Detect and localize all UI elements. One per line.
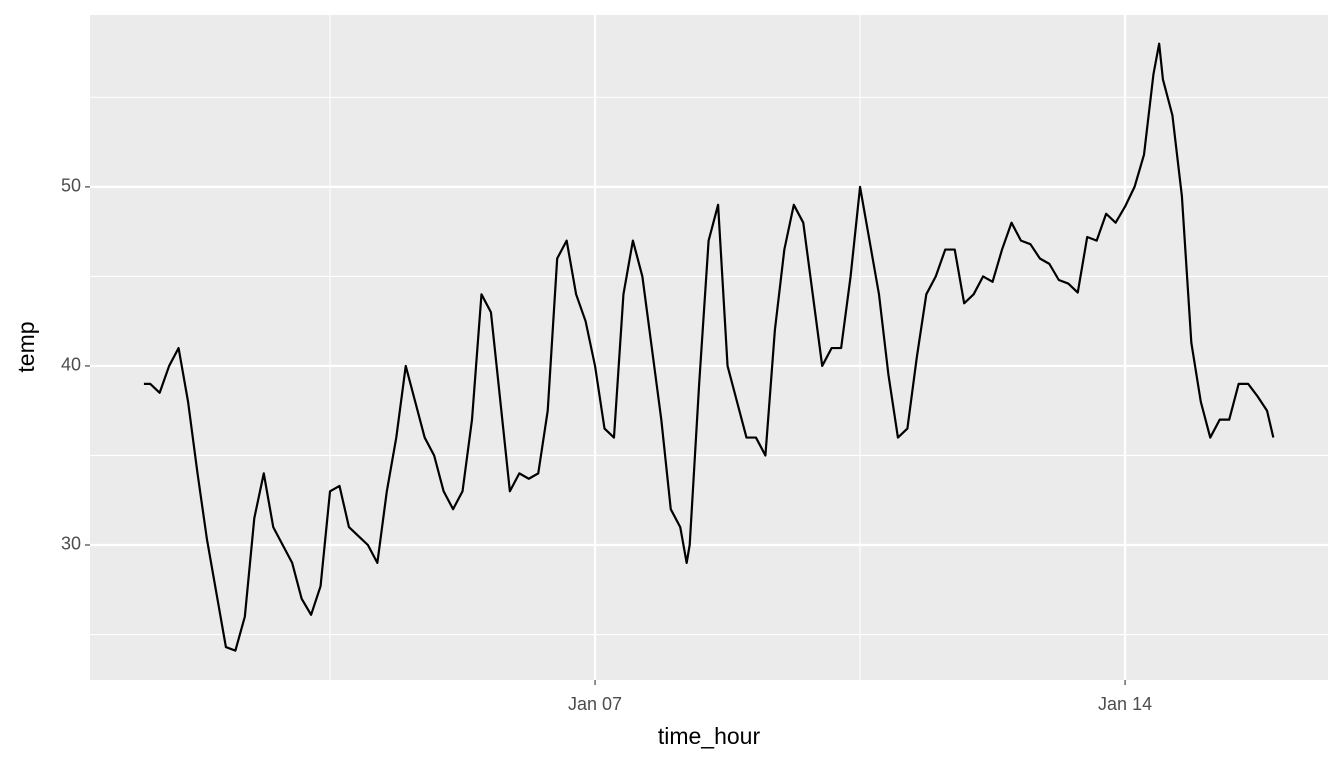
temp-line bbox=[143, 42, 1275, 652]
y-tick-label: 50 bbox=[61, 176, 81, 196]
y-axis-title: temp bbox=[13, 321, 39, 372]
y-tick-label: 30 bbox=[61, 534, 81, 554]
y-tick-label: 40 bbox=[61, 355, 81, 375]
grid bbox=[90, 15, 1328, 680]
x-axis-title: time_hour bbox=[658, 723, 761, 749]
x-tick-label: Jan 07 bbox=[568, 694, 622, 714]
panel-background bbox=[90, 15, 1328, 680]
marks bbox=[143, 42, 1275, 652]
x-tick-label: Jan 14 bbox=[1098, 694, 1152, 714]
